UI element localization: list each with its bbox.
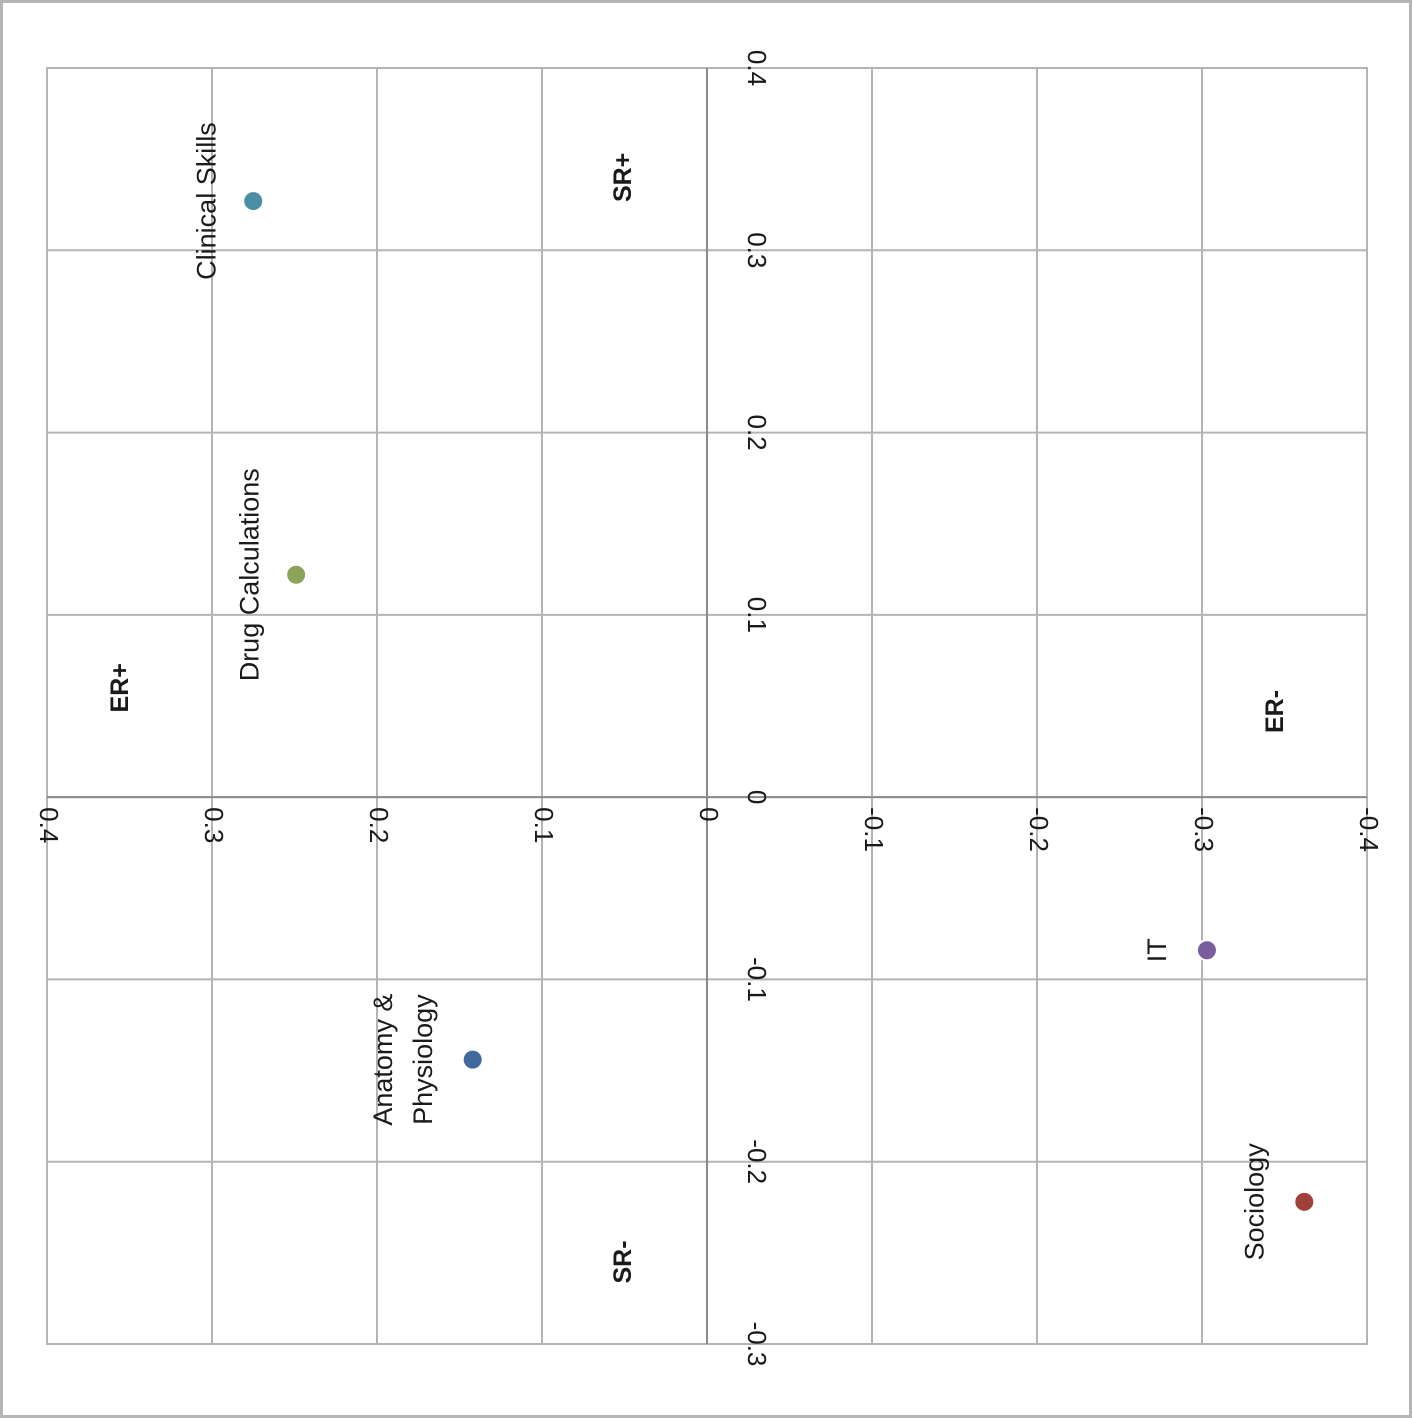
data-point xyxy=(242,190,265,213)
x-tick-label: -0.3 xyxy=(1189,807,1219,852)
x-tick-label: 0 xyxy=(694,807,724,821)
x-tick-label: 0.2 xyxy=(364,807,394,843)
point-labels: Clinical Skills Drug Calculations Anatomy … xyxy=(191,122,1269,1260)
x-tick-label: -0.1 xyxy=(859,807,889,852)
x-tick-label: -0.2 xyxy=(1024,807,1054,852)
y-tick-label: -0.3 xyxy=(742,1322,772,1367)
x-tick-label: 0.4 xyxy=(34,807,64,843)
y-axis-ticks: 0.4 0.3 0.2 0.1 0 -0.1 -0.2 -0.3 xyxy=(742,50,772,1366)
point-label: Sociology xyxy=(1239,1143,1269,1261)
data-points xyxy=(242,190,1316,1213)
x-tick-label: 0.1 xyxy=(529,807,559,843)
point-label: Physiology xyxy=(408,994,438,1125)
quadrant-labels: SR+ ER+ ER- SR- xyxy=(106,153,1289,1284)
data-point xyxy=(285,563,308,586)
point-label: Anatomy & xyxy=(368,994,398,1126)
data-point xyxy=(1195,939,1218,962)
quadrant-label: ER+ xyxy=(106,663,134,712)
axes xyxy=(47,68,1367,1344)
point-label: Drug Calculations xyxy=(234,468,264,681)
point-label: IT xyxy=(1142,938,1172,962)
x-tick-label: -0.4 xyxy=(1354,807,1384,852)
y-tick-label: 0.4 xyxy=(742,50,772,86)
y-tick-label: 0.2 xyxy=(742,414,772,450)
y-tick-label: 0.1 xyxy=(742,597,772,633)
y-tick-label: 0 xyxy=(742,790,772,804)
data-point xyxy=(461,1048,484,1071)
y-tick-label: 0.3 xyxy=(742,232,772,268)
quadrant-label: SR+ xyxy=(609,153,637,202)
data-point xyxy=(1293,1190,1316,1213)
x-tick-label: 0.3 xyxy=(199,807,229,843)
x-axis-ticks: 0.4 0.3 0.2 0.1 0 -0.1 -0.2 -0.3 -0.4 xyxy=(34,807,1384,852)
y-tick-label: -0.1 xyxy=(742,957,772,1002)
quadrant-label: ER- xyxy=(1261,690,1289,733)
quadrant-label: SR- xyxy=(609,1240,637,1283)
point-label: Clinical Skills xyxy=(191,122,221,280)
y-tick-label: -0.2 xyxy=(742,1139,772,1184)
